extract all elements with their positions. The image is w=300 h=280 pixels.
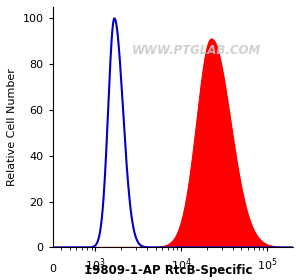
Text: WWW.PTGLAB.COM: WWW.PTGLAB.COM — [132, 44, 262, 57]
Y-axis label: Relative Cell Number: Relative Cell Number — [7, 68, 17, 186]
Text: 19809-1-AP RtcB-Specific: 19809-1-AP RtcB-Specific — [84, 264, 252, 277]
Text: 0: 0 — [49, 264, 56, 274]
